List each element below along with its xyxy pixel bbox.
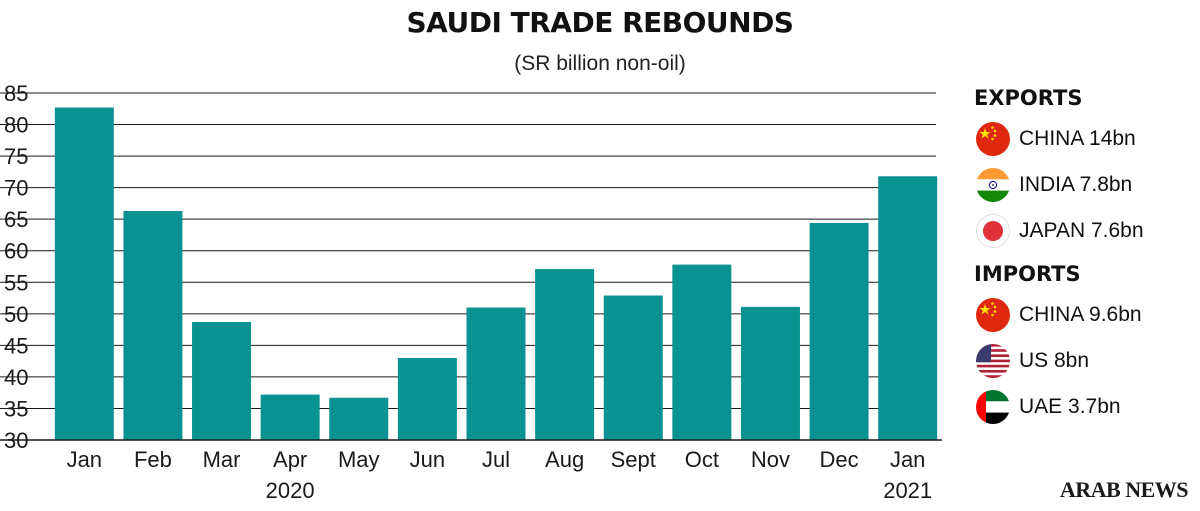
bar — [192, 322, 252, 440]
x-tick-label: Jul — [482, 447, 510, 472]
y-tick-label: 80 — [4, 113, 28, 138]
legend-item-imports-us: US 8bn — [974, 338, 1196, 384]
legend-item-exports-japan: JAPAN 7.6bn — [974, 208, 1196, 254]
y-tick-label: 50 — [4, 302, 28, 327]
legend-label: US 8bn — [1019, 349, 1090, 372]
japan-flag-icon — [976, 214, 1010, 248]
bar — [329, 397, 389, 440]
y-tick-label: 35 — [4, 396, 28, 421]
bar — [535, 269, 595, 440]
year-label: 2021 — [883, 478, 932, 503]
legend-item-exports-india: INDIA 7.8bn — [974, 162, 1196, 208]
y-tick-label: 75 — [4, 144, 28, 169]
bar — [260, 394, 320, 440]
china-flag-icon — [976, 298, 1010, 332]
india-flag-icon — [976, 168, 1010, 202]
y-tick-label: 85 — [4, 81, 28, 106]
x-tick-label: Nov — [751, 447, 790, 472]
bar — [466, 307, 526, 440]
bar — [54, 107, 114, 440]
legend: EXPORTS CHINA 14bn INDIA 7.8bn JAPAN 7.6… — [974, 80, 1196, 430]
legend-label: CHINA 14bn — [1019, 127, 1136, 150]
bar — [878, 176, 938, 440]
y-tick-label: 70 — [4, 176, 28, 201]
imports-heading: IMPORTS — [974, 262, 1081, 286]
legend-item-exports-china: CHINA 14bn — [974, 116, 1196, 162]
uae-flag-icon — [976, 390, 1010, 424]
x-tick-label: Dec — [820, 447, 859, 472]
chart-subtitle: (SR billion non-oil) — [514, 52, 686, 75]
x-tick-label: Apr — [273, 447, 307, 472]
legend-label: JAPAN 7.6bn — [1019, 219, 1144, 242]
x-tick-label: May — [338, 447, 380, 472]
chart-title: SAUDI TRADE REBOUNDS — [406, 6, 794, 39]
x-tick-label: Jan — [67, 447, 102, 472]
x-tick-label: Aug — [545, 447, 584, 472]
bar — [123, 210, 183, 440]
y-tick-label: 45 — [4, 333, 28, 358]
y-tick-label: 40 — [4, 365, 28, 390]
x-tick-label: Sept — [611, 447, 656, 472]
y-tick-label: 55 — [4, 270, 28, 295]
bar — [397, 357, 457, 440]
legend-label: UAE 3.7bn — [1019, 395, 1121, 418]
x-tick-label: Jun — [410, 447, 445, 472]
legend-label: CHINA 9.6bn — [1019, 303, 1142, 326]
bar — [809, 222, 869, 440]
legend-label: INDIA 7.8bn — [1019, 173, 1133, 196]
bar — [672, 264, 732, 440]
bar — [740, 306, 800, 440]
bar — [603, 295, 663, 440]
china-flag-icon — [976, 122, 1010, 156]
x-tick-label: Oct — [685, 447, 719, 472]
brand-logo: ARAB NEWS — [1059, 477, 1189, 502]
us-flag-icon — [976, 344, 1010, 378]
exports-heading: EXPORTS — [974, 86, 1083, 110]
x-tick-label: Jan — [890, 447, 925, 472]
y-tick-label: 60 — [4, 239, 28, 264]
legend-item-imports-uae: UAE 3.7bn — [974, 384, 1196, 430]
x-tick-label: Feb — [134, 447, 172, 472]
legend-item-imports-china: CHINA 9.6bn — [974, 292, 1196, 338]
y-tick-label: 65 — [4, 207, 28, 232]
year-label: 2020 — [266, 478, 315, 503]
x-tick-label: Mar — [203, 447, 241, 472]
